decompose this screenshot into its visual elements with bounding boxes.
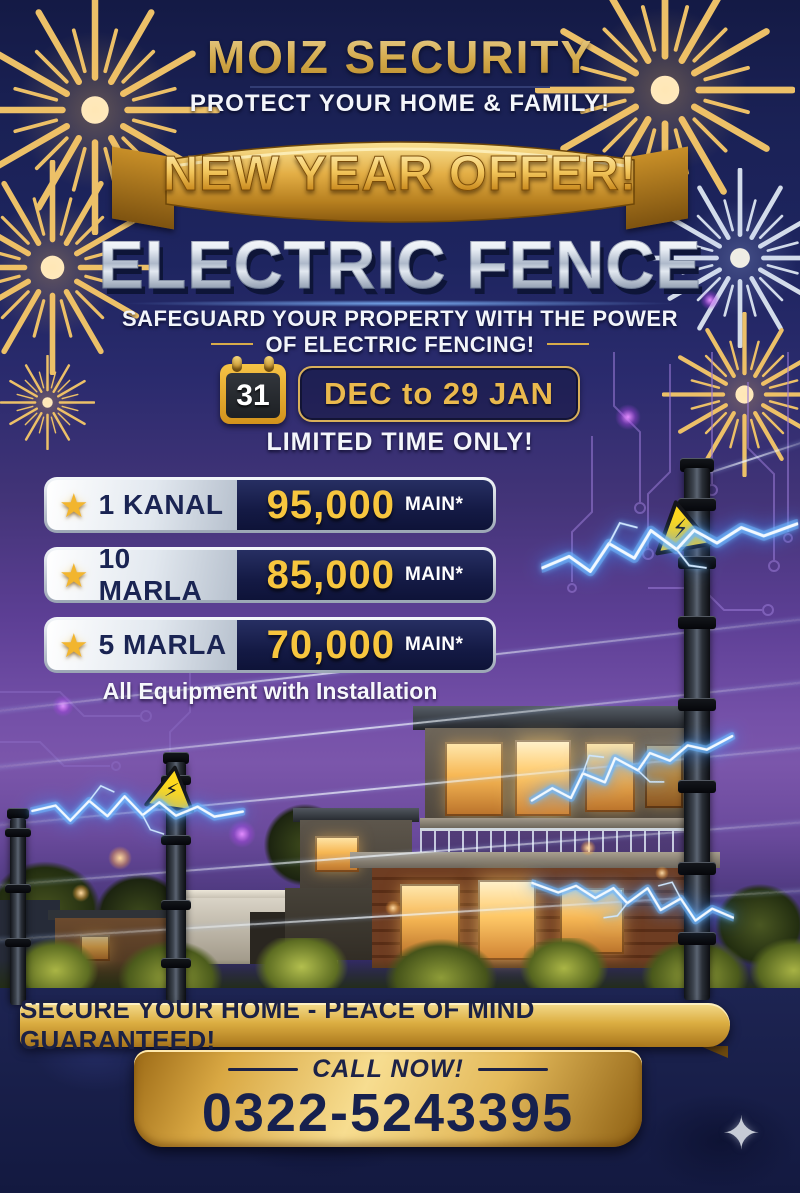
dash-ornament xyxy=(477,1068,548,1072)
price-row-label-section: ★ 10 MARLA xyxy=(47,543,237,606)
pole-clamp xyxy=(161,835,191,845)
glow-line xyxy=(120,300,680,307)
window xyxy=(645,744,683,808)
pole-clamp xyxy=(678,932,716,945)
date-row: 31 DEC to 29 JAN xyxy=(0,356,800,426)
pole-clamp xyxy=(678,862,716,875)
price-suffix: MAIN* xyxy=(404,634,464,655)
price-row-label-section: ★ 5 MARLA xyxy=(47,620,237,670)
lamp-glow xyxy=(108,846,132,870)
subheadline-line1: SAFEGUARD YOUR PROPERTY WITH THE POWER xyxy=(121,306,678,331)
pole-clamp xyxy=(678,780,716,793)
price-value: 70,000 xyxy=(266,622,395,667)
calendar-ring xyxy=(263,356,274,372)
glow-dot xyxy=(615,404,641,430)
price-value: 95,000 xyxy=(266,482,395,527)
pole-clamp xyxy=(5,938,31,947)
pole-clamp xyxy=(678,556,716,569)
lamp-glow xyxy=(72,884,90,902)
call-now-line: CALL NOW! xyxy=(228,1055,548,1084)
call-now-label: CALL NOW! xyxy=(312,1055,464,1084)
price-row: ★ 5 MARLA 70,000 MAIN* xyxy=(44,617,496,673)
balcony-slab xyxy=(420,818,705,828)
calendar-icon: 31 xyxy=(219,356,286,424)
subheadline-line2: OF ELECTRIC FENCING! xyxy=(0,332,800,358)
star-icon: ★ xyxy=(59,485,89,525)
calendar-day: 31 xyxy=(225,373,280,418)
plot-size-label: 5 MARLA xyxy=(98,629,227,660)
headline: ELECTRIC FENCE xyxy=(0,226,800,304)
pole-clamp xyxy=(5,828,31,837)
tagline: PROTECT YOUR HOME & FAMILY! xyxy=(189,90,611,117)
pole-clamp xyxy=(5,884,31,893)
date-range-pill: DEC to 29 JAN xyxy=(297,366,581,422)
window xyxy=(515,740,571,816)
dash-ornament xyxy=(211,343,254,346)
price-row: ★ 10 MARLA 85,000 MAIN* xyxy=(44,543,496,606)
subheadline-line2-text: OF ELECTRIC FENCING! xyxy=(265,332,535,357)
lamp-glow xyxy=(580,840,596,856)
pole-cap xyxy=(163,752,189,764)
price-value: 85,000 xyxy=(266,552,395,597)
price-suffix: MAIN* xyxy=(404,564,464,585)
dash-ornament xyxy=(546,343,589,346)
fence-pole xyxy=(10,818,26,1005)
headline-shadow: ELECTRIC FENCE xyxy=(4,232,800,310)
ribbon-text: NEW YEAR OFFER! xyxy=(0,146,800,202)
glow-dot xyxy=(52,695,74,717)
price-row-price-section: 85,000 MAIN* xyxy=(237,550,493,600)
price-row: ★ 1 KANAL 95,000 MAIN* xyxy=(44,477,496,533)
pole-clamp xyxy=(678,616,716,629)
plot-size-label: 1 KANAL xyxy=(98,489,224,520)
lamp-glow xyxy=(385,900,401,916)
star-icon: ★ xyxy=(59,625,89,665)
pole-clamp xyxy=(161,958,191,968)
sparkle-icon: ✦ xyxy=(722,1106,761,1160)
ribbon-banner xyxy=(165,141,635,223)
divider xyxy=(250,86,550,88)
pole-clamp xyxy=(678,698,716,711)
window xyxy=(585,742,635,812)
price-row-label-section: ★ 1 KANAL xyxy=(47,480,237,530)
high-voltage-sign: ⚡ xyxy=(143,761,201,816)
house-roof xyxy=(48,910,182,920)
high-voltage-sign: ⚡ xyxy=(646,493,715,559)
urgency-text: LIMITED TIME ONLY! xyxy=(266,428,534,456)
pole-cap xyxy=(7,808,29,819)
plot-size-label: 10 MARLA xyxy=(98,543,203,606)
equipment-note: All Equipment with Installation xyxy=(102,678,438,704)
lamp-glow xyxy=(655,866,669,880)
call-now-box: CALL NOW! 0322-5243395 xyxy=(134,1050,642,1147)
star-icon: ★ xyxy=(59,555,89,595)
guarantee-banner: SECURE YOUR HOME - PEACE OF MIND GUARANT… xyxy=(20,994,730,1055)
phone-number: 0322-5243395 xyxy=(201,1083,575,1144)
brand-title: MOIZ SECURITY xyxy=(0,30,800,84)
price-row-price-section: 95,000 MAIN* xyxy=(237,480,493,530)
price-row-price-section: 70,000 MAIN* xyxy=(237,620,493,670)
house-roof xyxy=(293,808,419,822)
pole-clamp xyxy=(161,900,191,910)
calendar-ring xyxy=(231,356,242,372)
price-suffix: MAIN* xyxy=(404,494,464,515)
dash-ornament xyxy=(228,1068,299,1072)
